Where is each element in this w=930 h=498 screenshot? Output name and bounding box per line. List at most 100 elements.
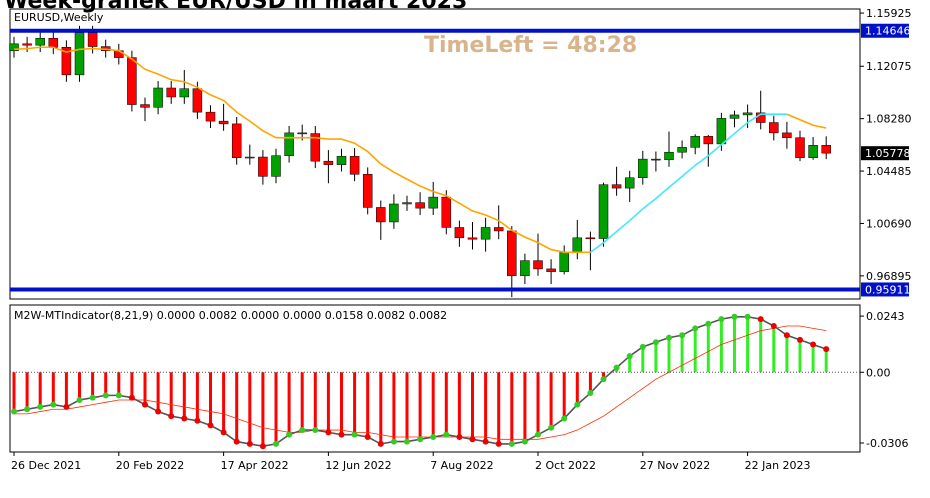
- main-panel: [9, 8, 861, 300]
- histogram-bar: [785, 335, 789, 373]
- x-tick-label: 27 Nov 2022: [640, 459, 710, 472]
- histogram-bar: [156, 372, 160, 412]
- histogram-bar: [38, 372, 42, 407]
- candle-body: [87, 32, 98, 47]
- candle-body: [651, 158, 661, 161]
- oscillator-dot: [63, 403, 70, 410]
- histogram-bar: [12, 372, 16, 412]
- histogram-bar: [300, 372, 304, 431]
- candle-body: [74, 32, 85, 76]
- candle-body: [9, 43, 19, 51]
- candle-body: [258, 156, 268, 177]
- histogram-bar: [379, 372, 383, 444]
- oscillator-dot: [443, 431, 450, 438]
- moving-average: [13, 46, 827, 254]
- oscillator-dot: [456, 433, 463, 440]
- oscillator-dot: [377, 440, 384, 447]
- oscillator-dot: [574, 401, 581, 408]
- candle-body: [205, 111, 216, 122]
- price-label-box: [861, 146, 909, 161]
- symbol-title: EURUSD,Weekly: [14, 11, 104, 24]
- histogram-bar: [64, 372, 68, 407]
- candle-body: [441, 196, 452, 228]
- histogram-bar: [222, 372, 226, 433]
- oscillator-dot: [194, 417, 201, 424]
- histogram-bar: [444, 372, 448, 435]
- candle-body: [546, 268, 556, 272]
- candle-body: [323, 160, 334, 165]
- candle-body: [22, 43, 32, 46]
- oscillator-dot: [115, 392, 122, 399]
- histogram-bar: [195, 372, 199, 421]
- histogram-bar: [811, 344, 815, 373]
- oscillator-dot: [220, 429, 227, 436]
- oscillator-dot: [705, 320, 712, 327]
- oscillator-dot: [181, 415, 188, 422]
- oscillator-dot: [102, 392, 109, 399]
- histogram-bar: [326, 372, 330, 433]
- candle-body: [520, 260, 530, 277]
- histogram-bar: [248, 372, 252, 444]
- histogram-bar: [91, 372, 95, 398]
- histogram-bar: [130, 372, 134, 398]
- candle-body: [415, 202, 425, 209]
- candle-body: [480, 227, 491, 240]
- candle-body: [310, 133, 321, 162]
- histogram-bar: [261, 372, 265, 447]
- headline: Week-grafiek EUR/USD in maart 2023: [4, 0, 467, 14]
- y-tick-label: 1.08280: [866, 113, 912, 126]
- x-tick-label: 26 Dec 2021: [11, 459, 81, 472]
- x-tick-label: 12 Jun 2022: [325, 459, 391, 472]
- oscillator-dot: [89, 394, 96, 401]
- oscillator-dot: [587, 390, 594, 397]
- histogram-bar: [313, 372, 317, 431]
- histogram-bar: [693, 328, 697, 373]
- x-tick-label: 2 Oct 2022: [535, 459, 596, 472]
- candle-body: [297, 132, 307, 135]
- oscillator-dot: [338, 431, 345, 438]
- histogram-bar: [798, 339, 802, 373]
- candle-body: [166, 87, 176, 98]
- candle-body: [48, 38, 59, 48]
- oscillator-dot: [535, 431, 541, 438]
- oscillator-dot: [286, 431, 293, 438]
- histogram-bar: [471, 372, 474, 440]
- oscillator-dot: [757, 316, 764, 323]
- x-tick-label: 7 Aug 2022: [430, 459, 493, 472]
- oscillator-dot: [142, 401, 148, 408]
- oscillator-dot: [613, 364, 620, 371]
- histogram-bar: [680, 335, 684, 373]
- candle-body: [808, 145, 818, 158]
- oscillator-dot: [521, 438, 528, 445]
- histogram-bar: [143, 372, 147, 405]
- histogram-bar: [431, 372, 435, 437]
- moving-average: [589, 113, 787, 253]
- histogram-bar: [78, 372, 81, 400]
- candle-body: [271, 155, 281, 177]
- oscillator-dot: [155, 408, 162, 415]
- histogram-bar: [733, 316, 736, 373]
- level-label: 1.14646: [865, 25, 911, 38]
- candle-body: [362, 174, 373, 208]
- oscillator-dot: [312, 427, 319, 434]
- candle-body: [402, 202, 412, 205]
- oscillator-dot: [50, 401, 57, 408]
- candle-body: [284, 132, 294, 156]
- histogram-bar: [366, 372, 370, 437]
- histogram-bar: [746, 316, 750, 373]
- candle-body: [690, 136, 700, 148]
- oscillator-dot: [744, 313, 751, 320]
- candle-body: [769, 122, 779, 134]
- oscillator-dot: [561, 415, 568, 422]
- oscillator-dot: [797, 336, 803, 343]
- oscillator-dot: [469, 436, 476, 443]
- oscillator-dot: [168, 413, 175, 420]
- oscillator-dot: [351, 431, 358, 438]
- histogram-bar: [628, 356, 632, 373]
- oscillator-dot: [810, 341, 817, 348]
- candle-body: [61, 47, 72, 76]
- oscillator-dot: [128, 394, 135, 401]
- candle-body: [389, 203, 399, 223]
- candle-body: [742, 112, 753, 116]
